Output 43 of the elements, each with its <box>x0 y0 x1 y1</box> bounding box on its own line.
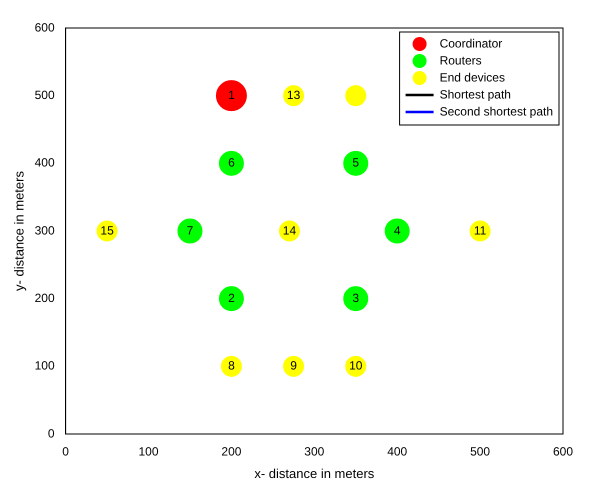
annotation: 2 <box>228 290 236 305</box>
point <box>343 150 368 176</box>
point <box>343 286 368 312</box>
annotation: 15 <box>100 223 114 238</box>
y-tick-label: 300 <box>34 223 55 238</box>
x-tick-label: 400 <box>387 444 408 459</box>
annotation: 1 <box>228 88 236 102</box>
y-tick-label: 600 <box>34 20 55 34</box>
legend-label: Routers <box>440 53 482 68</box>
annotation: 5 <box>352 156 360 170</box>
annotation: 8 <box>228 358 236 373</box>
point <box>218 286 244 312</box>
y-tick-label: 400 <box>34 156 55 170</box>
y-tick-label: 100 <box>34 358 55 373</box>
y-tick-label: 0 <box>48 426 55 440</box>
x-tick-label: 100 <box>138 444 159 459</box>
annotation: 9 <box>290 358 298 373</box>
x-tick-label: 200 <box>221 444 242 459</box>
legend-label: Coordinator <box>440 36 502 50</box>
y-tick-label: 500 <box>34 88 55 102</box>
annotation: 4 <box>394 223 401 238</box>
point <box>345 85 366 106</box>
x-tick-label: 300 <box>304 444 325 459</box>
point <box>177 218 202 244</box>
annotation: 3 <box>352 290 360 305</box>
annotation: 13 <box>286 88 301 102</box>
annotation: 7 <box>186 223 194 238</box>
legend-label: End devices <box>440 70 505 84</box>
x-tick-label: 500 <box>470 444 490 459</box>
annotation: 11 <box>474 223 487 238</box>
annotation: 10 <box>349 358 363 373</box>
x-tick-label: 600 <box>552 444 574 459</box>
x-tick-label: 0 <box>62 444 70 459</box>
legend-label: Shortest path <box>440 87 511 102</box>
point <box>384 218 410 244</box>
annotation: 6 <box>228 156 236 170</box>
x-axis-title: x- distance in meters <box>254 466 375 481</box>
point <box>218 150 244 176</box>
y-axis-title: y- distance in meters <box>11 170 26 291</box>
annotation: 14 <box>282 223 296 238</box>
legend-label: Second shortest path <box>440 104 554 118</box>
y-tick-label: 200 <box>34 290 55 305</box>
point <box>216 80 247 112</box>
